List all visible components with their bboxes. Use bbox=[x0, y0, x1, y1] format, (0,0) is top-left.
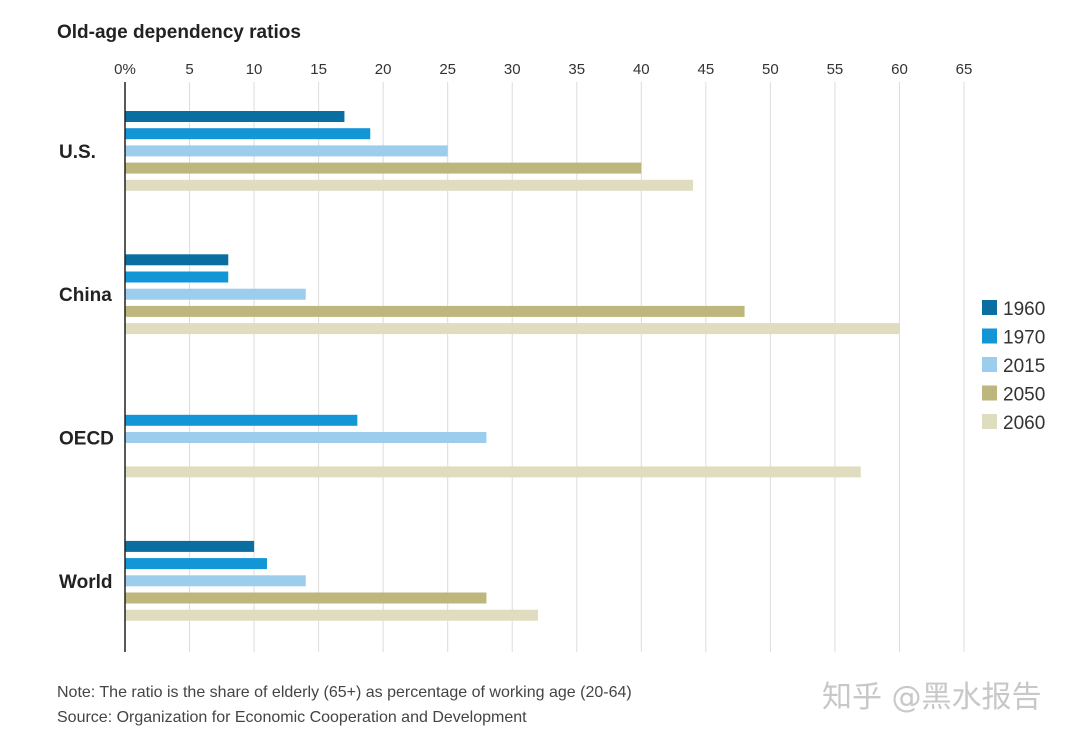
x-tick-label: 5 bbox=[185, 61, 193, 78]
legend-label: 1960 bbox=[1003, 299, 1045, 320]
x-tick-label: 15 bbox=[310, 61, 327, 78]
x-tick-label: 65 bbox=[956, 61, 973, 78]
bar bbox=[125, 432, 487, 443]
bar bbox=[125, 609, 539, 621]
legend-swatch bbox=[982, 357, 997, 372]
x-tick-label: 40 bbox=[633, 61, 650, 78]
bars bbox=[125, 111, 900, 621]
legend-swatch bbox=[982, 300, 997, 315]
bar bbox=[125, 323, 900, 335]
legend-label: 2015 bbox=[1003, 356, 1045, 377]
bar bbox=[125, 145, 448, 157]
bar bbox=[125, 271, 229, 283]
bar bbox=[125, 558, 267, 570]
x-axis-ticks: 0% 5 10 15 20 25 30 35 40 45 50 55 60 65 bbox=[114, 61, 972, 78]
category-label: World bbox=[59, 572, 112, 593]
bar bbox=[125, 466, 861, 478]
bar bbox=[125, 179, 693, 191]
bar bbox=[125, 162, 642, 174]
watermark: 知乎 @黑水报告 bbox=[822, 680, 1042, 715]
bar bbox=[125, 575, 306, 587]
x-tick-label: 25 bbox=[439, 61, 456, 78]
x-tick-label: 20 bbox=[375, 61, 392, 78]
chart-title: Old-age dependency ratios bbox=[57, 22, 301, 43]
bar bbox=[125, 288, 306, 300]
bar bbox=[125, 305, 745, 317]
x-tick-label: 0% bbox=[114, 61, 136, 78]
x-tick-label: 30 bbox=[504, 61, 521, 78]
bar bbox=[125, 128, 371, 140]
category-labels: U.S. China OECD World bbox=[59, 142, 114, 593]
legend-swatch bbox=[982, 385, 997, 401]
x-tick-label: 50 bbox=[762, 61, 779, 78]
chart-note: Note: The ratio is the share of elderly … bbox=[57, 684, 632, 701]
x-tick-label: 35 bbox=[568, 61, 585, 78]
category-label: U.S. bbox=[59, 142, 96, 163]
gridlines bbox=[189, 82, 965, 652]
category-label: OECD bbox=[59, 429, 114, 450]
legend-swatch bbox=[982, 414, 997, 429]
bar bbox=[125, 414, 358, 426]
legend-label: 1970 bbox=[1003, 328, 1045, 349]
legend-label: 2060 bbox=[1003, 413, 1045, 434]
bar bbox=[125, 540, 255, 552]
bar bbox=[125, 254, 229, 266]
bar bbox=[125, 111, 345, 122]
category-label: China bbox=[59, 285, 112, 306]
x-tick-label: 10 bbox=[246, 61, 263, 78]
chart-source: Source: Organization for Economic Cooper… bbox=[57, 709, 527, 726]
x-tick-label: 60 bbox=[891, 61, 908, 78]
legend: 1960 1970 2015 2050 2060 bbox=[982, 299, 1045, 434]
legend-swatch bbox=[982, 328, 997, 344]
bar bbox=[125, 592, 487, 604]
x-tick-label: 45 bbox=[698, 61, 715, 78]
legend-label: 2050 bbox=[1003, 385, 1045, 406]
x-tick-label: 55 bbox=[827, 61, 844, 78]
